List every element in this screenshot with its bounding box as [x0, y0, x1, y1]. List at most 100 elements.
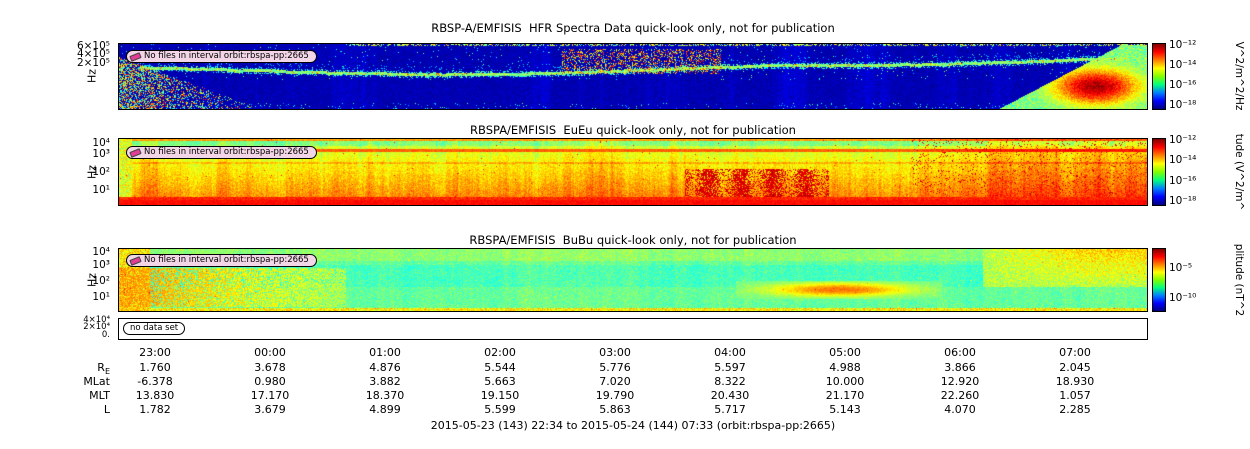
ephemeris-value: 5.544 [484, 361, 516, 374]
ephemeris-value: 5.776 [599, 361, 631, 374]
ephemeris-row-L: L 1.782 3.679 4.899 5.599 5.863 5.717 5.143 4.07… [0, 403, 1250, 416]
panel3-colorbar [1152, 248, 1166, 312]
no-files-badge-text: No files in interval orbit:rbspa-pp:2665 [144, 255, 309, 265]
ephemeris-value: 4.876 [369, 361, 401, 374]
ephemeris-value: 3.678 [254, 361, 286, 374]
y-axis-tick: 10³ [92, 258, 110, 271]
y-axis-tick: 2×10⁵ [76, 57, 110, 70]
y-axis-tick: 4×10⁵ [76, 47, 110, 60]
ephemeris-value: 5.863 [599, 403, 631, 416]
y-axis-tick: 10¹ [92, 291, 110, 304]
panel1-colorbar [1152, 43, 1166, 110]
ephemeris-value: 1.760 [139, 361, 171, 374]
ephemeris-row-MLat: MLat -6.378 0.980 3.882 5.663 7.020 8.322 10.00… [0, 375, 1250, 388]
y-axis-tick: 0. [101, 330, 110, 341]
ephemeris-value: 3.679 [254, 403, 286, 416]
ephemeris-value: 4.070 [944, 403, 976, 416]
no-data-badge-text: no data set [130, 323, 179, 333]
ephemeris-value: 5.663 [484, 375, 516, 388]
panel4-empty-strip: no data set [118, 318, 1148, 340]
y-axis-tick: 10² [92, 166, 110, 178]
ephemeris-row-label: L [103, 403, 110, 416]
ephemeris-value: 18.930 [1055, 375, 1095, 388]
ephemeris-value: 1.782 [139, 403, 171, 416]
panel2-colorbar-axis: 10⁻¹² 10⁻¹⁴ 10⁻¹⁶ 10⁻¹⁸ [1169, 134, 1215, 207]
no-files-badge: No files in interval orbit:rbspa-pp:2665 [126, 50, 317, 63]
y-axis-tick: 6×10⁵ [76, 40, 110, 53]
ephemeris-value: 10.000 [825, 375, 865, 388]
y-axis-tick: 4×10⁴ [83, 314, 110, 325]
time-tick: 02:00 [484, 346, 516, 359]
colorbar-tick: 10⁻¹² [1169, 134, 1197, 147]
ephemeris-value: 3.882 [369, 375, 401, 388]
panel2-title: RBSPA/EMFISIS EuEu quick-look only, not … [470, 123, 796, 137]
ephemeris-value: 3.866 [944, 361, 976, 374]
ephemeris-row-label: MLT [89, 389, 110, 402]
ephemeris-value: 5.597 [714, 361, 746, 374]
time-tick: 00:00 [254, 346, 286, 359]
time-tick: 23:00 [139, 346, 171, 359]
no-files-badge: No files in interval orbit:rbspa-pp:2665 [126, 254, 317, 267]
ephemeris-value: 5.599 [484, 403, 516, 416]
y-axis-tick: 10² [92, 274, 110, 287]
colorbar-tick: 10⁻¹⁶ [1169, 174, 1197, 187]
ephemeris-row-R_E: RE 1.760 3.678 4.876 5.544 5.776 5.597 4.988 3.8… [0, 361, 1250, 377]
no-data-badge: no data set [123, 322, 186, 335]
ephemeris-value: 4.988 [829, 361, 861, 374]
ephemeris-value: 1.057 [1059, 389, 1091, 402]
no-files-badge: No files in interval orbit:rbspa-pp:2665 [126, 146, 317, 159]
time-axis: 23:00 00:00 01:00 02:00 03:00 04:00 05:00 06:00… [0, 346, 1250, 359]
colorbar-tick: 10⁻⁵ [1169, 262, 1193, 275]
ephemeris-value: -6.378 [137, 375, 173, 388]
time-tick: 05:00 [829, 346, 861, 359]
time-range-footer: 2015-05-23 (143) 22:34 to 2015-05-24 (14… [430, 419, 836, 432]
colorbar-tick: 10⁻¹⁴ [1169, 154, 1197, 167]
ephemeris-row-label: RE [97, 361, 110, 377]
y-axis-tick: 10³ [92, 148, 110, 161]
y-axis-tick: 10⁴ [92, 246, 110, 259]
y-axis-tick: 10¹ [92, 183, 110, 196]
no-files-badge-text: No files in interval orbit:rbspa-pp:2665 [144, 51, 309, 61]
ephemeris-value: 5.717 [714, 403, 746, 416]
ephemeris-value: 2.285 [1059, 403, 1091, 416]
colorbar-tick: 10⁻¹⁶ [1169, 79, 1197, 92]
ephemeris-value: 17.170 [250, 389, 290, 402]
ephemeris-value: 19.150 [480, 389, 520, 402]
panel2-colorbar-unit: tude (V^2/m^ [1233, 133, 1245, 211]
ephemeris-value: 4.899 [369, 403, 401, 416]
panel3-colorbar-axis: 10⁻⁵ 10⁻¹⁰ [1169, 248, 1215, 312]
colorbar-tick: 10⁻¹⁴ [1169, 59, 1197, 72]
ephemeris-value: 12.920 [940, 375, 980, 388]
ephemeris-value: 19.790 [595, 389, 635, 402]
ephemeris-value: 5.143 [829, 403, 861, 416]
panel1-colorbar-unit: V^2/m^2/Hz [1233, 41, 1245, 111]
ephemeris-value: 7.020 [599, 375, 631, 388]
time-tick: 07:00 [1059, 346, 1091, 359]
panel1-title: RBSP-A/EMFISIS HFR Spectra Data quick-lo… [431, 21, 835, 35]
panel3-title: RBSPA/EMFISIS BuBu quick-look only, not … [469, 233, 797, 247]
ephemeris-value: 0.980 [254, 375, 286, 388]
ephemeris-row-MLT: MLT 13.830 17.170 18.370 19.150 19.790 20.430 2… [0, 389, 1250, 402]
time-tick: 04:00 [714, 346, 746, 359]
ephemeris-value: 8.322 [714, 375, 746, 388]
time-tick: 03:00 [599, 346, 631, 359]
ephemeris-value: 21.170 [825, 389, 865, 402]
ephemeris-value: 18.370 [365, 389, 405, 402]
time-tick: 06:00 [944, 346, 976, 359]
panel2-colorbar [1152, 138, 1166, 206]
colorbar-tick: 10⁻¹⁰ [1169, 291, 1197, 304]
colorbar-tick: 10⁻¹² [1169, 39, 1197, 51]
ephemeris-value: 20.430 [710, 389, 750, 402]
ephemeris-row-label: MLat [83, 375, 110, 388]
panel4-y-axis: 4×10⁴ 2×10⁴ 0. [0, 314, 114, 341]
panel1-hfr-spectrogram: No files in interval orbit:rbspa-pp:2665 [118, 43, 1148, 110]
panel2-eueu-spectrogram: No files in interval orbit:rbspa-pp:2665 [118, 138, 1148, 206]
panel3-y-axis: 10⁴ 10³ 10² 10¹ [0, 246, 114, 312]
y-axis-tick: 2×10⁴ [83, 322, 110, 333]
ephemeris-value: 22.260 [940, 389, 980, 402]
panel1-colorbar-axis: 10⁻¹² 10⁻¹⁴ 10⁻¹⁶ 10⁻¹⁸ [1169, 39, 1215, 111]
panel1-y-axis: 6×10⁵ 4×10⁵ 2×10⁵ [0, 40, 114, 110]
panel3-bubu-spectrogram: No files in interval orbit:rbspa-pp:2665 [118, 248, 1148, 312]
